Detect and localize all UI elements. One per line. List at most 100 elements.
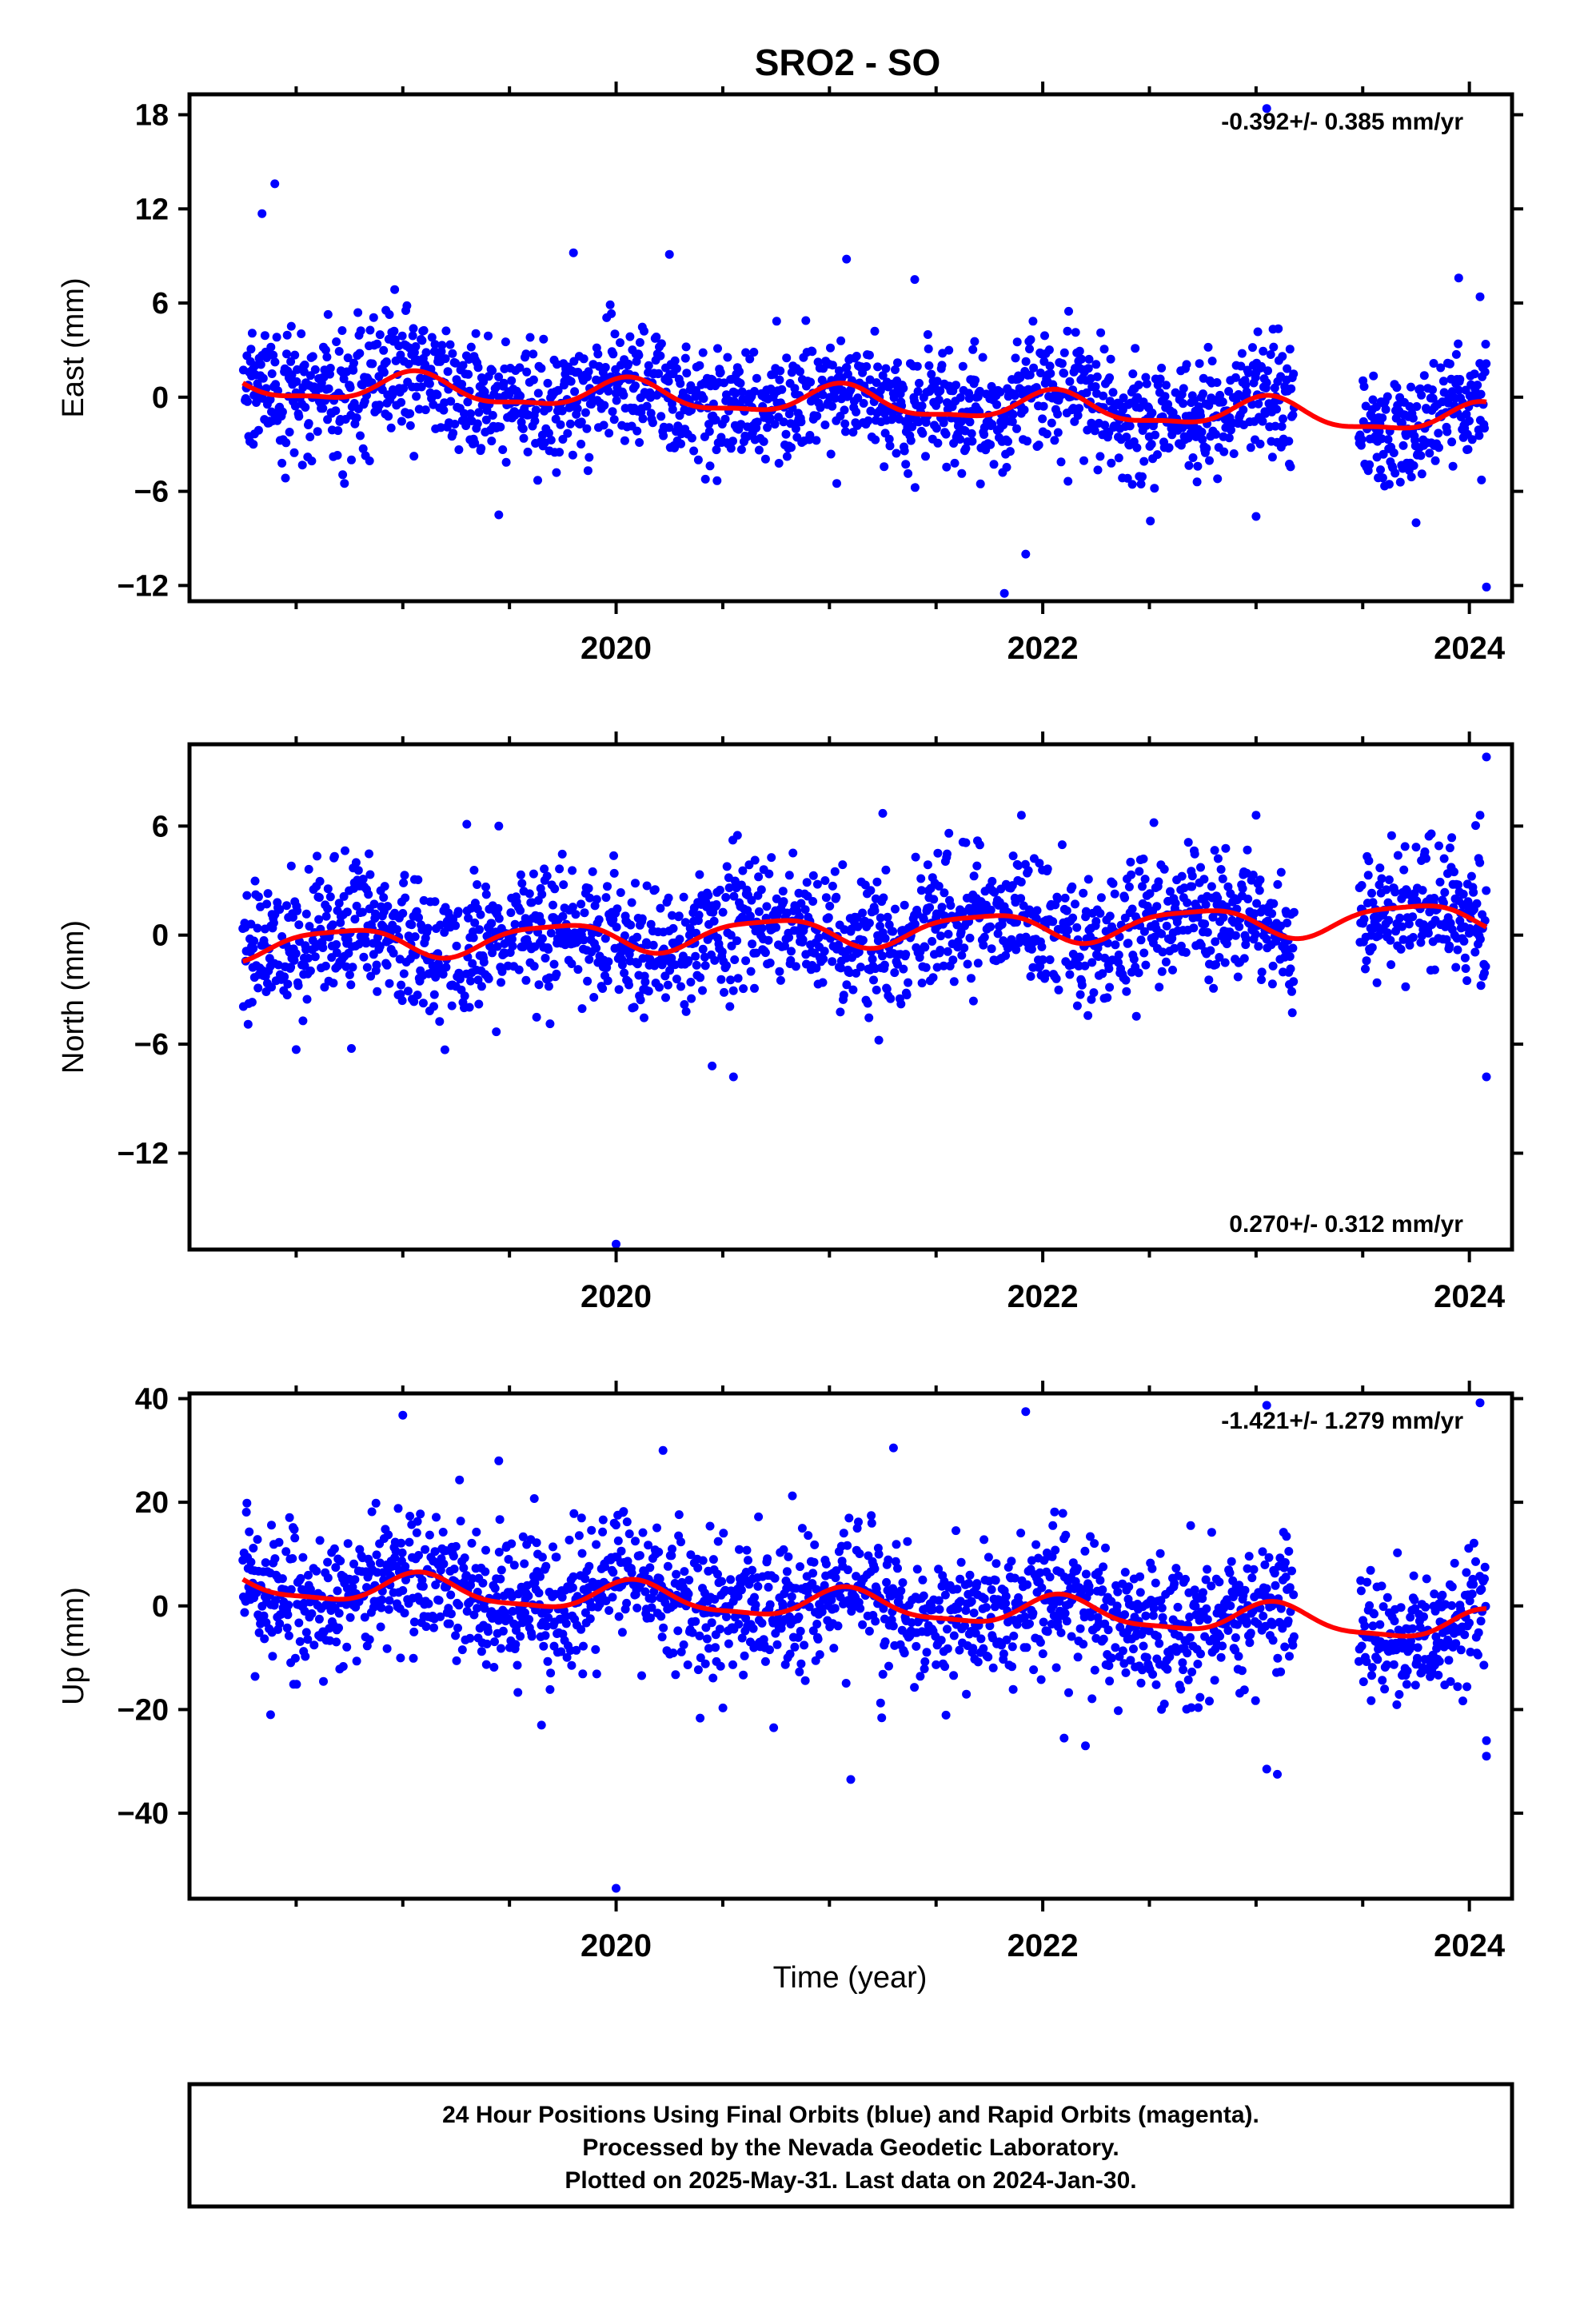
data-point <box>722 961 731 970</box>
data-point <box>1096 329 1105 337</box>
data-point <box>1386 960 1395 969</box>
data-point <box>860 399 868 408</box>
data-point <box>652 1524 661 1533</box>
data-point <box>1434 842 1443 851</box>
data-point <box>970 337 979 346</box>
data-point <box>413 1529 421 1537</box>
data-point <box>1278 352 1287 361</box>
data-point <box>1204 975 1213 984</box>
data-point <box>766 1600 775 1609</box>
data-point <box>698 987 707 995</box>
data-point <box>611 329 620 338</box>
data-point <box>249 937 258 946</box>
data-point <box>866 886 875 895</box>
data-point <box>589 867 597 876</box>
data-point <box>1022 357 1031 366</box>
data-point <box>701 1660 710 1668</box>
data-point <box>664 894 673 903</box>
data-point <box>340 479 349 488</box>
data-point <box>291 1654 300 1663</box>
data-point <box>714 1537 723 1546</box>
data-point <box>420 326 429 335</box>
x-tick-label: 2022 <box>1007 1279 1079 1314</box>
data-point <box>407 920 416 929</box>
data-point <box>555 448 564 456</box>
data-point <box>879 894 888 903</box>
data-point <box>1207 882 1216 891</box>
data-point <box>669 924 678 933</box>
data-point <box>871 1565 880 1573</box>
data-point <box>1080 1547 1089 1556</box>
data-point <box>1289 369 1298 378</box>
data-point <box>352 858 361 867</box>
data-point <box>986 440 995 449</box>
data-point <box>585 367 593 376</box>
data-point <box>1254 328 1263 337</box>
data-point <box>517 879 526 888</box>
data-point <box>795 1668 804 1676</box>
data-point <box>966 417 975 426</box>
data-point <box>1406 383 1415 392</box>
data-point <box>534 389 543 397</box>
data-point <box>318 404 327 413</box>
data-point <box>353 1656 361 1665</box>
data-point <box>706 1522 715 1531</box>
data-point <box>450 1565 459 1573</box>
data-point <box>951 459 960 468</box>
data-point <box>671 1670 680 1679</box>
data-point <box>516 392 525 401</box>
data-point <box>944 829 953 838</box>
data-point <box>929 973 938 982</box>
data-point <box>783 452 792 461</box>
data-point <box>696 973 704 982</box>
data-point <box>487 919 496 928</box>
data-point <box>712 476 721 485</box>
data-point <box>421 1545 429 1554</box>
data-point <box>446 341 455 349</box>
data-point <box>253 1535 262 1544</box>
data-point <box>1203 928 1212 937</box>
data-point <box>285 1632 293 1640</box>
data-point <box>376 330 385 339</box>
data-point <box>831 867 840 876</box>
data-point <box>631 879 640 887</box>
data-point <box>1084 875 1093 883</box>
data-point <box>573 965 582 974</box>
data-point <box>681 354 690 363</box>
data-point <box>473 880 481 889</box>
data-point <box>1268 452 1277 461</box>
data-point <box>439 1528 448 1537</box>
data-point <box>1137 480 1146 488</box>
data-point <box>1267 909 1276 918</box>
data-point <box>307 456 316 465</box>
data-point <box>1013 337 1022 346</box>
data-point <box>449 429 457 437</box>
data-point <box>557 421 565 429</box>
data-point <box>525 1615 533 1624</box>
data-point <box>253 924 262 933</box>
data-point <box>943 850 952 859</box>
data-point <box>1258 967 1267 976</box>
data-point <box>1219 397 1227 406</box>
data-point <box>290 1533 299 1542</box>
data-point <box>991 1576 1000 1585</box>
data-point <box>598 1528 607 1537</box>
data-point <box>569 451 577 460</box>
data-point <box>313 851 321 860</box>
data-point <box>1046 955 1055 964</box>
data-point <box>496 1515 505 1524</box>
data-point <box>541 1562 550 1571</box>
data-point <box>896 1586 905 1595</box>
data-point <box>309 352 317 361</box>
data-point <box>383 961 392 970</box>
data-point <box>630 1003 639 1011</box>
data-point <box>824 913 833 922</box>
data-point <box>1076 1624 1085 1633</box>
data-point <box>750 1593 759 1602</box>
data-point <box>878 951 887 960</box>
data-point <box>655 983 664 992</box>
data-point <box>430 991 439 999</box>
data-point <box>1120 894 1129 903</box>
data-point <box>343 907 352 916</box>
